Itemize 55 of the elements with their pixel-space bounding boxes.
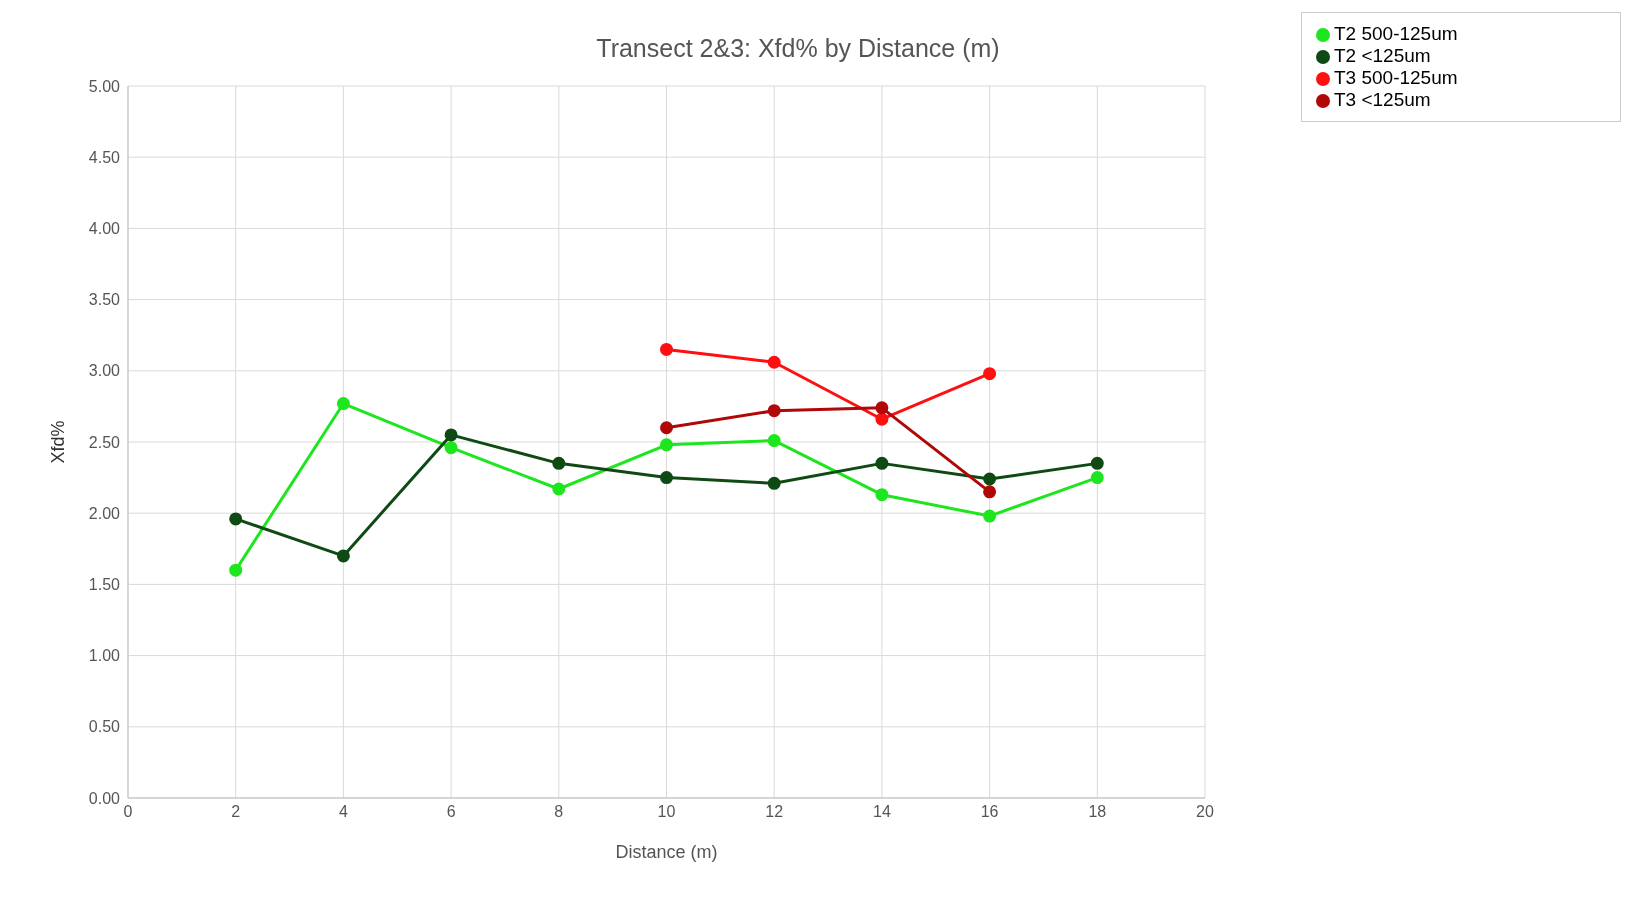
x-tick-label: 0 [123, 803, 133, 821]
x-tick-label: 4 [338, 803, 348, 821]
point [1090, 456, 1104, 470]
y-tick-label: 4.50 [88, 148, 121, 166]
x-tick-label: 12 [765, 803, 784, 821]
point [983, 472, 997, 486]
x-tick-label: 2 [231, 803, 241, 821]
x-tick-label: 6 [446, 803, 456, 821]
y-tick-label: 3.50 [88, 291, 121, 309]
point [444, 441, 458, 455]
y-tick-label: 3.00 [88, 362, 121, 380]
point [229, 563, 243, 577]
y-tick-label: 4.00 [88, 220, 121, 238]
point [767, 434, 781, 448]
x-tick-label: 10 [657, 803, 676, 821]
y-tick-label: 0.00 [88, 789, 121, 807]
point [767, 476, 781, 490]
x-tick-label: 16 [980, 803, 999, 821]
point [336, 549, 350, 563]
y-tick-label: 0.50 [88, 718, 121, 736]
point [875, 412, 889, 426]
point [983, 485, 997, 499]
point [444, 428, 458, 442]
y-tick-label: 5.00 [88, 77, 121, 95]
point [875, 456, 889, 470]
legend-label: T3 <125um [1334, 89, 1431, 110]
y-tick-label: 2.00 [88, 504, 121, 522]
x-tick-label: 14 [873, 803, 891, 821]
legend-label: T2 <125um [1334, 45, 1431, 66]
legend-label: T2 500-125um [1334, 23, 1458, 44]
point [336, 397, 350, 411]
point [552, 482, 566, 496]
point [983, 509, 997, 523]
legend-label: T3 500-125um [1334, 67, 1458, 88]
x-axis-title: Distance (m) [615, 842, 718, 862]
point [660, 438, 673, 452]
point [660, 471, 673, 485]
point [875, 488, 889, 502]
point [767, 355, 781, 369]
chart-title: Transect 2&3: Xfd% by Distance (m) [596, 34, 1000, 62]
point [875, 401, 889, 415]
y-tick-label: 2.50 [88, 433, 121, 451]
point [660, 342, 673, 356]
y-tick-label: 1.00 [88, 647, 121, 665]
y-axis-title: Xfd% [48, 420, 69, 464]
point [552, 456, 566, 470]
point [229, 512, 243, 526]
point [767, 404, 781, 418]
point [983, 367, 997, 381]
point [660, 421, 673, 435]
x-tick-label: 18 [1088, 803, 1107, 821]
point [1090, 471, 1104, 485]
x-tick-label: 20 [1196, 803, 1214, 821]
y-tick-label: 1.50 [88, 576, 121, 594]
x-tick-label: 8 [554, 803, 564, 821]
